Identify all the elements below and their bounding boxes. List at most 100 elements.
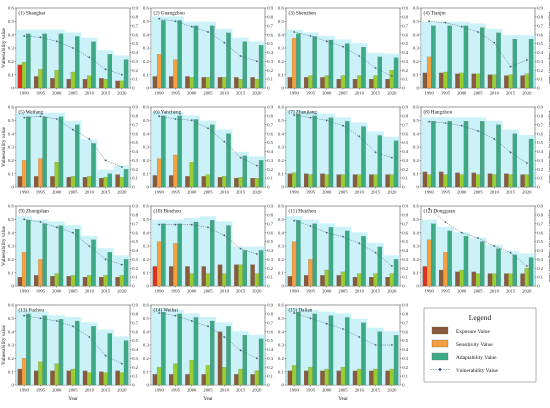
vulnerability-point <box>72 128 74 131</box>
sensitivity-bar <box>21 160 27 188</box>
right-tick-label: 0.3 <box>402 356 408 361</box>
left-tick-label: 0.5 <box>278 316 284 321</box>
adaptability-bar <box>226 32 231 89</box>
adaptability-bar <box>345 317 350 386</box>
vulnerability-point <box>88 138 91 140</box>
adaptability-bar <box>242 155 247 188</box>
right-tick-label: 0.9 <box>402 105 408 110</box>
left-tick-label: 0.4 <box>278 230 284 235</box>
left-tick-label: 0.2 <box>143 158 149 163</box>
right-tick-label: 0.6 <box>537 32 543 37</box>
vulnerability-point <box>158 223 161 226</box>
right-tick-label: 0.1 <box>402 176 408 181</box>
y2-axis-label: Exposure Sensitivity Adaptability value <box>548 110 550 183</box>
exposure-bar <box>439 269 444 287</box>
x-tick-label: 2010 <box>355 91 365 96</box>
x-tick-label: 2000 <box>52 388 62 393</box>
right-tick-label: 0.7 <box>537 23 543 28</box>
right-tick-label: 0.2 <box>402 365 408 370</box>
vulnerability-point <box>493 138 496 140</box>
sensitivity-bar <box>238 79 243 89</box>
left-tick-label: 0.6 <box>143 6 149 11</box>
sensitivity-bar <box>340 75 346 89</box>
exposure-bar <box>82 177 88 188</box>
exposure-bar <box>217 331 223 386</box>
panel-13: 0 0.1 0.2 0.3 0.4 0.5 0.6 0 0.1 0.2 0.3 0.4 0.5 0.6 0.… <box>1 303 139 402</box>
adaptability-bar <box>447 25 452 89</box>
right-tick-label: 0.7 <box>402 23 408 28</box>
vulnerability-point <box>174 20 177 23</box>
vulnerability-point <box>55 320 58 322</box>
left-tick-label: 0.6 <box>413 6 419 11</box>
right-tick-label: 0.1 <box>402 374 408 379</box>
adaptability-bar <box>296 114 301 188</box>
right-tick-label: 0.8 <box>537 14 543 19</box>
sensitivity-bar <box>475 73 481 89</box>
right-tick-label: 0.2 <box>402 266 408 271</box>
left-tick-label: 0.1 <box>8 270 14 275</box>
left-tick-label: 0.2 <box>413 158 419 163</box>
left-tick-label: 0.2 <box>8 158 14 163</box>
sensitivity-bar <box>324 174 329 188</box>
right-tick-label: 0.2 <box>132 365 138 370</box>
adaptability-bar <box>496 248 501 287</box>
exposure-bar <box>439 72 444 89</box>
right-tick-label: 0.1 <box>402 77 408 82</box>
adaptability-bar <box>91 41 96 89</box>
adaptability-bar <box>377 246 382 287</box>
adaptability-bar <box>210 124 215 188</box>
exposure-bar <box>422 72 428 89</box>
adaptability-bar <box>447 230 452 287</box>
adaptability-bar <box>107 252 112 287</box>
right-tick-label: 0.1 <box>132 77 138 82</box>
right-tick-label: 0.5 <box>402 239 408 244</box>
exposure-bar <box>234 77 239 89</box>
exposure-bar <box>287 370 293 386</box>
right-tick-label: 0.3 <box>132 158 138 163</box>
right-tick-label: 0.4 <box>132 347 138 352</box>
vulnerability-point <box>174 223 177 226</box>
vulnerability-point <box>55 40 58 43</box>
adaptability-bar <box>75 36 80 89</box>
x-tick-label: 2000 <box>187 388 197 393</box>
vulnerability-point <box>255 164 258 167</box>
exposure-bar <box>115 277 120 287</box>
left-tick-label: 0.4 <box>143 329 149 334</box>
right-tick-label: 0.5 <box>537 239 543 244</box>
panel-title: (2) Guangzhou <box>154 10 186 17</box>
x-tick-label: 2005 <box>338 289 348 294</box>
right-tick-label: 0.3 <box>132 59 138 64</box>
right-tick-label: 0.4 <box>267 50 273 55</box>
exposure-bar <box>152 266 158 287</box>
adaptability-bar <box>42 116 47 188</box>
right-tick-label: 0.5 <box>132 338 138 343</box>
sensitivity-bar <box>373 368 378 386</box>
exposure-bar <box>17 368 23 386</box>
adaptability-bar <box>328 117 334 188</box>
sensitivity-bar <box>238 264 243 287</box>
exposure-bar <box>320 173 325 188</box>
exposure-bar <box>115 80 120 89</box>
left-tick-label: 0.5 <box>278 19 284 24</box>
adaptability-bar <box>258 338 264 386</box>
right-tick-label: 0.7 <box>132 221 138 226</box>
x-tick-label: 2015 <box>371 289 381 294</box>
sensitivity-bar <box>389 273 395 287</box>
exposure-bar <box>422 171 428 188</box>
right-tick-label: 0.4 <box>537 149 543 154</box>
adaptability-bar <box>161 115 166 188</box>
left-tick-label: 0 <box>417 86 420 91</box>
x-tick-label: 2010 <box>85 91 95 96</box>
adaptability-bar <box>393 140 399 188</box>
legend-sensitivity-swatch <box>431 339 449 348</box>
adaptability-bar <box>377 56 382 89</box>
right-tick-label: 0.6 <box>132 131 138 136</box>
right-tick-label: 0.3 <box>402 59 408 64</box>
exposure-bar <box>250 374 255 386</box>
exposure-bar <box>82 79 88 89</box>
sensitivity-bar <box>222 367 227 386</box>
vulnerability-point <box>39 317 42 320</box>
sensitivity-bar <box>254 273 260 287</box>
left-tick-label: 0.3 <box>413 244 419 249</box>
x-tick-label: 1995 <box>36 388 46 393</box>
